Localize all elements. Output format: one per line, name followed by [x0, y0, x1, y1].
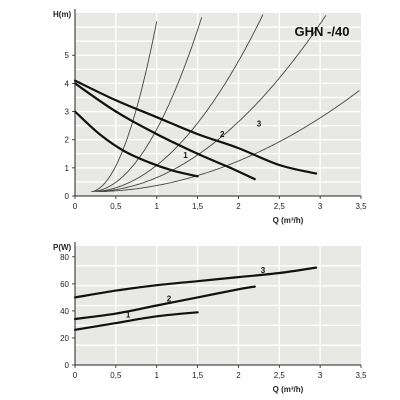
head-curve-labels: 1 2 3 [183, 119, 262, 159]
power-x-axis-label: Q (m³/h) [273, 385, 304, 394]
chart-title: GHN -/40 [295, 24, 350, 39]
x-tick-label: 3 [318, 202, 323, 211]
power-y-axis-label: P(W) [53, 243, 72, 252]
y-tick-label: 60 [60, 280, 69, 289]
y-tick-label: 1 [65, 164, 70, 173]
system-curve [93, 17, 203, 192]
curve-label-2: 2 [220, 130, 225, 139]
y-tick-label: 80 [60, 253, 69, 262]
head-x-axis-label: Q (m³/h) [273, 216, 304, 225]
y-tick-label: 5 [65, 51, 70, 60]
head-chart: 0 0,5 1 1,5 2 2,5 3 3,5 0 1 2 3 4 5 1 2 3 H(m) Q (m³/h… [53, 9, 367, 225]
x-tick-label: 0,5 [110, 202, 122, 211]
x-tick-label: 2,5 [274, 202, 286, 211]
x-tick-label: 3,5 [355, 371, 367, 380]
system-curve [98, 15, 327, 192]
curve-label-3: 3 [261, 266, 266, 275]
x-tick-label: 0,5 [110, 371, 122, 380]
power-curves [73, 266, 318, 331]
x-tick-label: 0 [73, 202, 78, 211]
curve-line-2 [73, 285, 256, 321]
curve-label-1: 1 [183, 151, 188, 160]
x-tick-label: 3 [318, 371, 323, 380]
x-tick-label: 3,5 [355, 202, 367, 211]
x-tick-label: 1 [154, 202, 159, 211]
x-tick-label: 1,5 [192, 371, 204, 380]
curve-line-3 [73, 266, 318, 299]
curve-label-2: 2 [167, 294, 172, 303]
x-tick-label: 0 [73, 371, 78, 380]
curve-line-2 [73, 82, 256, 181]
y-tick-label: 3 [65, 108, 70, 117]
curve-label-3: 3 [257, 119, 262, 128]
head-y-axis-label: H(m) [53, 10, 72, 19]
y-tick-label: 0 [65, 192, 70, 201]
x-tick-label: 1 [154, 371, 159, 380]
y-tick-label: 40 [60, 307, 69, 316]
system-curve [96, 14, 264, 192]
head-system-curves [91, 14, 360, 193]
system-curve [101, 90, 360, 193]
power-axes [74, 242, 361, 366]
power-y-tick-labels: 0 20 40 60 80 [60, 253, 75, 370]
head-y-tick-labels: 0 1 2 3 4 5 [65, 51, 75, 201]
y-tick-label: 4 [65, 79, 70, 88]
power-curve-labels: 1 2 3 [126, 266, 266, 320]
power-chart: 0 0,5 1 1,5 2 2,5 3 3,5 0 20 40 60 80 1 2 3 P(W) Q (m… [53, 242, 367, 394]
head-axes [74, 9, 361, 197]
head-x-tick-labels: 0 0,5 1 1,5 2 2,5 3 3,5 [73, 196, 367, 211]
x-tick-label: 2,5 [274, 371, 286, 380]
curve-line-1 [73, 110, 199, 178]
head-plot-area [75, 13, 361, 196]
curve-line-3 [73, 79, 318, 175]
x-tick-label: 2 [236, 202, 241, 211]
curve-label-1: 1 [126, 311, 131, 320]
power-x-tick-labels: 0 0,5 1 1,5 2 2,5 3 3,5 [73, 365, 367, 380]
curve-line-1 [73, 311, 199, 331]
head-pump-curves [73, 79, 318, 181]
y-tick-label: 0 [65, 361, 70, 370]
system-curve [91, 21, 158, 193]
y-tick-label: 2 [65, 136, 70, 145]
x-tick-label: 2 [236, 371, 241, 380]
y-tick-label: 20 [60, 334, 69, 343]
x-tick-label: 1,5 [192, 202, 204, 211]
